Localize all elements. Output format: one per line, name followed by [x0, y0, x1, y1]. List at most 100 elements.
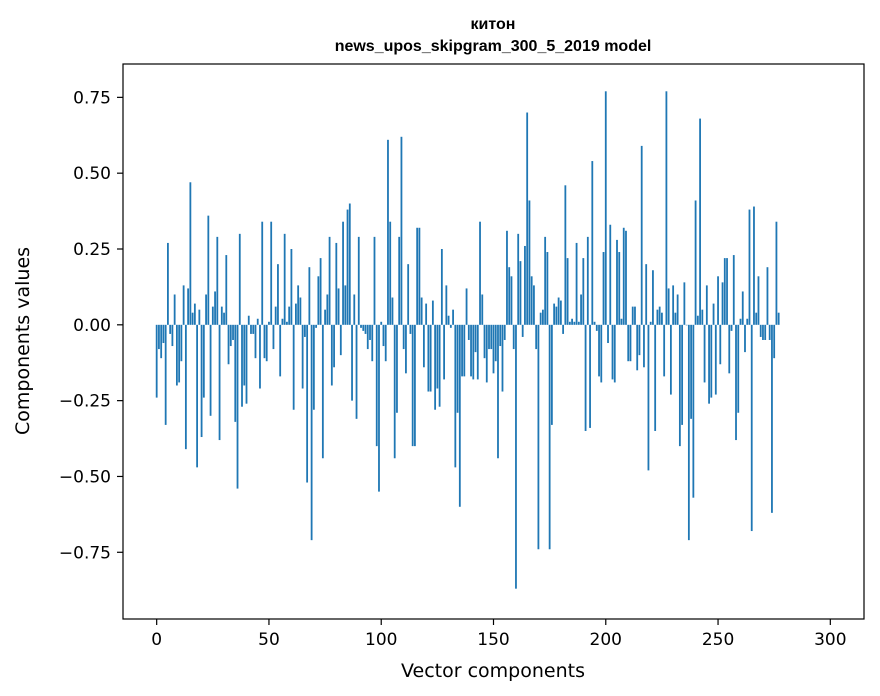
bar — [658, 306, 661, 325]
bar — [618, 252, 621, 325]
bar — [164, 324, 167, 425]
bar — [573, 321, 576, 325]
bar — [319, 258, 322, 325]
bar — [369, 324, 371, 340]
plot-frame — [122, 63, 865, 620]
bar — [407, 264, 410, 325]
bar — [759, 324, 762, 337]
bar — [440, 249, 443, 325]
bar — [530, 276, 533, 325]
bar — [452, 309, 454, 325]
bar — [586, 236, 589, 325]
bar — [737, 324, 740, 413]
bar — [755, 312, 758, 325]
bar — [312, 324, 315, 410]
bar — [279, 324, 282, 377]
x-tick-label: 50 — [258, 630, 280, 650]
bar — [555, 306, 558, 325]
bar — [609, 224, 612, 325]
bar — [362, 324, 365, 331]
bar — [202, 324, 205, 398]
bar — [634, 306, 636, 325]
bar — [508, 267, 511, 325]
bar — [236, 324, 239, 489]
chart-title-line1: китон — [471, 16, 516, 33]
bar — [620, 318, 623, 325]
bar — [616, 239, 618, 325]
bar — [283, 233, 286, 325]
bar — [775, 221, 778, 325]
bar — [445, 285, 448, 325]
bar — [757, 276, 760, 325]
bar — [193, 303, 196, 325]
bar — [656, 309, 659, 325]
bar — [483, 324, 486, 359]
bar — [326, 294, 329, 325]
x-tick-label: 300 — [814, 630, 846, 650]
bar — [476, 324, 479, 380]
bar — [414, 324, 416, 447]
bar — [391, 297, 394, 325]
bar — [420, 297, 423, 325]
bar — [436, 324, 439, 389]
bar — [542, 309, 544, 325]
bar — [622, 227, 625, 325]
bar — [252, 324, 255, 334]
bar — [515, 324, 517, 589]
bar — [584, 324, 587, 431]
bar — [277, 264, 279, 325]
bar — [366, 324, 369, 350]
bar — [627, 324, 630, 362]
bar — [218, 324, 221, 441]
bar — [568, 321, 571, 325]
bar — [380, 321, 383, 325]
bar — [694, 200, 697, 325]
bar — [490, 324, 493, 350]
bar — [220, 306, 223, 325]
bar — [263, 324, 266, 359]
bar — [546, 252, 549, 325]
x-tick-label: 250 — [702, 630, 734, 650]
bar — [175, 324, 178, 386]
bar — [184, 324, 187, 450]
bar — [667, 288, 670, 325]
bar — [290, 249, 293, 325]
bar — [227, 324, 230, 365]
bar — [443, 324, 445, 380]
bar — [321, 324, 324, 459]
bar — [564, 185, 567, 325]
bar — [766, 267, 769, 325]
bar — [373, 236, 376, 325]
bar — [447, 315, 450, 325]
bar — [449, 324, 452, 328]
bar — [456, 324, 459, 413]
bar — [317, 276, 320, 325]
bar — [750, 324, 753, 532]
bar — [701, 309, 704, 325]
bar — [405, 324, 407, 374]
bar — [665, 91, 668, 325]
bar — [719, 324, 722, 365]
y-tick-label: −0.50 — [59, 467, 111, 487]
bar — [712, 303, 715, 325]
bar — [216, 236, 219, 325]
bar — [645, 264, 648, 325]
bar — [600, 324, 603, 383]
bar — [191, 312, 194, 325]
bar — [211, 306, 214, 325]
bar — [461, 324, 463, 377]
bar — [744, 324, 746, 353]
bar — [607, 324, 609, 344]
bar — [687, 324, 690, 541]
bar — [431, 300, 434, 325]
bar — [690, 324, 692, 419]
bar — [389, 221, 392, 325]
bar — [245, 324, 248, 404]
bar — [337, 288, 340, 325]
bar — [256, 318, 259, 325]
bar — [400, 136, 403, 325]
y-axis-label: Components values — [12, 247, 34, 435]
bar — [708, 324, 710, 404]
bar — [674, 312, 677, 325]
bar — [528, 200, 531, 325]
